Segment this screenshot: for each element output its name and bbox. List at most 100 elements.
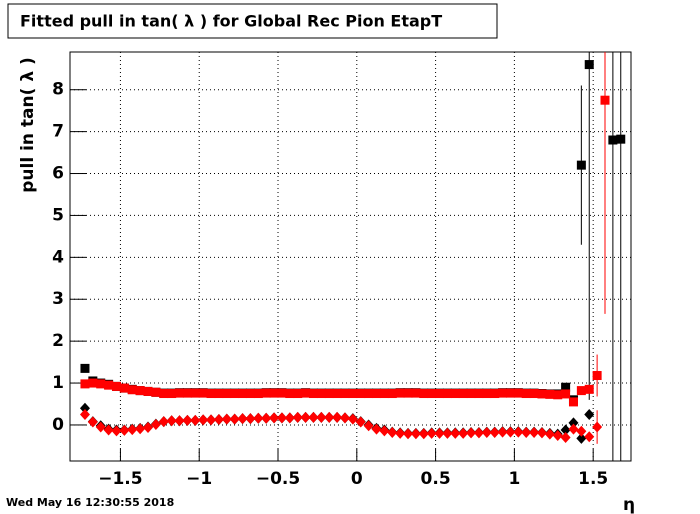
y-tick-label: 5 bbox=[52, 205, 64, 225]
diamond-marker bbox=[261, 412, 272, 424]
diamond-marker bbox=[560, 432, 571, 444]
y-axis-label: pull in tan( λ ) bbox=[18, 57, 38, 193]
diamond-marker bbox=[150, 419, 161, 431]
y-tick-label: 8 bbox=[52, 80, 64, 100]
square-marker bbox=[356, 389, 366, 399]
diamond-marker bbox=[221, 413, 232, 425]
diamond-marker bbox=[347, 413, 358, 425]
square-marker bbox=[316, 389, 326, 399]
square-marker bbox=[151, 387, 161, 397]
diamond-marker bbox=[284, 412, 295, 424]
square-marker bbox=[584, 60, 594, 70]
square-marker bbox=[80, 379, 90, 389]
square-marker bbox=[127, 385, 137, 395]
diamond-marker bbox=[497, 426, 508, 438]
square-marker bbox=[253, 389, 263, 399]
plot-frame bbox=[69, 51, 632, 462]
diamond-marker bbox=[505, 426, 516, 438]
diamond-marker bbox=[269, 412, 280, 424]
diamond-marker bbox=[158, 416, 169, 428]
square-marker bbox=[206, 389, 216, 399]
x-tick-label: 0.5 bbox=[421, 469, 451, 489]
square-marker bbox=[458, 389, 468, 399]
square-marker bbox=[568, 397, 578, 407]
square-marker bbox=[348, 389, 358, 399]
square-marker bbox=[387, 389, 397, 399]
diamond-marker bbox=[237, 413, 248, 425]
diamond-marker bbox=[560, 424, 571, 436]
square-marker bbox=[198, 388, 208, 398]
diamond-marker bbox=[253, 412, 264, 424]
y-tick-label: 6 bbox=[52, 164, 64, 184]
chart-title: Fitted pull in tan( λ ) for Global Rec P… bbox=[20, 12, 442, 31]
diamond-marker bbox=[442, 427, 453, 439]
x-tick-label: −0.5 bbox=[256, 469, 300, 489]
diamond-marker bbox=[324, 411, 335, 423]
diamond-marker bbox=[584, 408, 595, 420]
square-marker bbox=[576, 160, 586, 170]
diamond-marker bbox=[544, 428, 555, 440]
square-marker bbox=[442, 389, 452, 399]
diamond-marker bbox=[379, 425, 390, 437]
y-tick-label: 0 bbox=[52, 415, 64, 435]
square-marker bbox=[529, 389, 539, 399]
square-marker bbox=[561, 382, 571, 392]
y-tick-label: 1 bbox=[52, 373, 64, 393]
diamond-marker bbox=[576, 432, 587, 444]
diamond-marker bbox=[206, 414, 217, 426]
x-tick-label: −1 bbox=[186, 469, 212, 489]
square-marker bbox=[285, 389, 295, 399]
diamond-marker bbox=[143, 421, 154, 433]
diamond-marker bbox=[355, 416, 366, 428]
diamond-marker bbox=[568, 423, 579, 435]
diamond-marker bbox=[576, 425, 587, 437]
square-marker bbox=[88, 378, 98, 388]
square-marker bbox=[561, 389, 571, 399]
square-marker bbox=[238, 389, 248, 399]
diamond-marker bbox=[450, 427, 461, 439]
x-tick-label: 0 bbox=[351, 469, 363, 489]
diamond-marker bbox=[198, 414, 209, 426]
diamond-marker bbox=[403, 428, 414, 440]
square-marker bbox=[537, 389, 547, 399]
square-marker bbox=[616, 134, 626, 144]
square-marker bbox=[261, 388, 271, 398]
square-marker bbox=[167, 389, 177, 399]
diamond-marker bbox=[536, 427, 547, 439]
x-tick-label: 1.5 bbox=[578, 469, 608, 489]
diamond-marker bbox=[458, 427, 469, 439]
diamond-marker bbox=[103, 424, 114, 436]
square-marker bbox=[277, 388, 287, 398]
square-marker bbox=[576, 386, 586, 396]
diamond-marker bbox=[418, 428, 429, 440]
diamond-marker bbox=[434, 427, 445, 439]
square-marker bbox=[411, 388, 421, 398]
square-marker bbox=[308, 389, 318, 399]
square-marker bbox=[245, 389, 255, 399]
diamond-marker bbox=[300, 411, 311, 423]
square-marker bbox=[403, 388, 413, 398]
square-marker bbox=[222, 389, 232, 399]
square-marker bbox=[521, 389, 531, 399]
square-marker bbox=[474, 389, 484, 399]
diamond-marker bbox=[521, 427, 532, 439]
square-marker bbox=[159, 389, 169, 399]
square-marker bbox=[482, 389, 492, 399]
square-marker bbox=[143, 386, 153, 396]
square-marker bbox=[553, 390, 563, 400]
diamond-marker bbox=[592, 421, 603, 433]
square-marker bbox=[592, 371, 602, 381]
square-marker bbox=[498, 388, 508, 398]
diamond-marker bbox=[552, 429, 563, 441]
diamond-marker bbox=[182, 414, 193, 426]
diamond-marker bbox=[135, 423, 146, 435]
square-marker bbox=[427, 389, 437, 399]
square-marker bbox=[230, 389, 240, 399]
square-marker bbox=[135, 386, 145, 396]
square-marker bbox=[293, 389, 303, 399]
y-tick-label: 3 bbox=[52, 289, 64, 309]
diamond-marker bbox=[174, 415, 185, 427]
square-marker bbox=[545, 389, 555, 399]
y-tick-label: 7 bbox=[52, 122, 64, 142]
diamond-marker bbox=[316, 411, 327, 423]
